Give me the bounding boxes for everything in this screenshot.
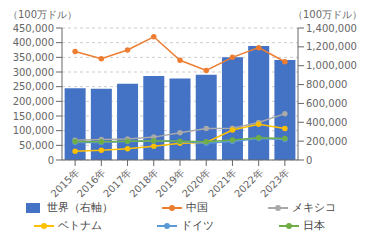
svg-text:2015年: 2015年: [48, 166, 82, 200]
svg-text:1,200,000: 1,200,000: [306, 41, 357, 52]
svg-text:100,000: 100,000: [13, 125, 54, 136]
svg-text:250,000: 250,000: [13, 81, 54, 92]
svg-text:2019年: 2019年: [153, 166, 187, 200]
svg-text:2016年: 2016年: [74, 166, 108, 200]
svg-text:800,000: 800,000: [306, 79, 347, 90]
svg-text:2023年: 2023年: [258, 167, 291, 200]
svg-text:0: 0: [48, 155, 54, 166]
svg-text:2021年: 2021年: [206, 166, 239, 200]
html-text:（100万ドル）: （100万ドル）: [8, 9, 78, 20]
svg-text:1,000,000: 1,000,000: [306, 60, 357, 71]
svg-text:400,000: 400,000: [306, 117, 347, 128]
svg-text:2022年: 2022年: [232, 166, 266, 200]
svg-text:350,000: 350,000: [13, 52, 54, 63]
html-text:中国: 中国: [186, 201, 208, 214]
svg-text:600,000: 600,000: [306, 98, 347, 109]
svg-text:50,000: 50,000: [19, 140, 54, 151]
svg-text:400,000: 400,000: [13, 37, 54, 48]
svg-text:450,000: 450,000: [13, 23, 54, 34]
html-text:日本: 日本: [302, 219, 325, 232]
html-text:ベトナム: ベトナム: [58, 219, 103, 232]
svg-text:2017年: 2017年: [101, 166, 134, 200]
svg-text:2020年: 2020年: [179, 166, 213, 200]
svg-text:1,400,000: 1,400,000: [306, 23, 357, 34]
svg-text:0: 0: [306, 155, 312, 166]
svg-text:2018年: 2018年: [127, 166, 161, 200]
svg-text:150,000: 150,000: [13, 111, 54, 122]
html-text:（100万ドル）: （100万ドル）: [292, 9, 362, 20]
html-text:ドイツ: ドイツ: [180, 219, 214, 232]
html-text:世界（右軸）: 世界（右軸）: [47, 201, 114, 214]
svg-text:300,000: 300,000: [13, 67, 54, 78]
svg-text:200,000: 200,000: [306, 136, 347, 147]
html-text:メキシコ: メキシコ: [291, 201, 336, 214]
svg-text:200,000: 200,000: [13, 96, 54, 107]
